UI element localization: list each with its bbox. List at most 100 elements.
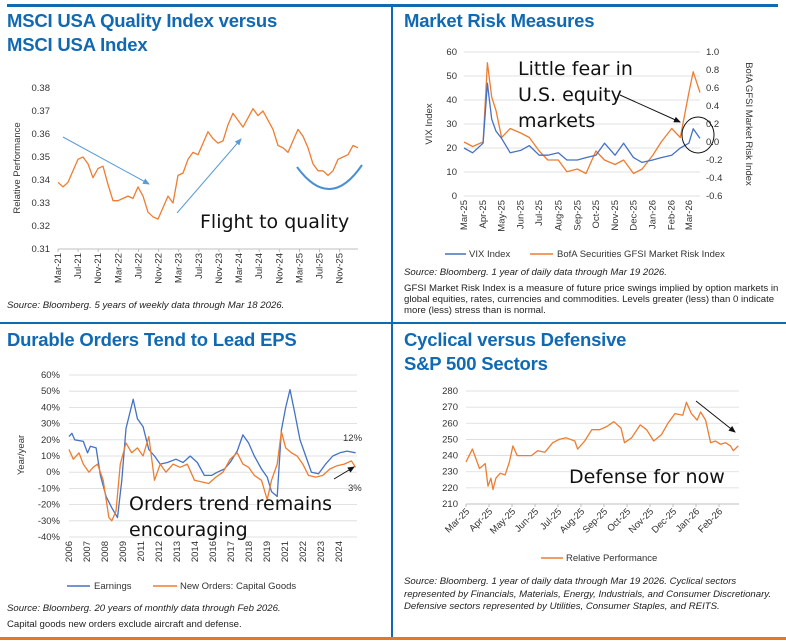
y-tick-label: 20% (41, 435, 61, 446)
y-tick-label: -30% (38, 516, 61, 527)
horizontal-divider (0, 322, 786, 324)
y2-tick-label: -0.2 (706, 155, 722, 166)
y-tick-label: 10 (446, 167, 457, 178)
y-tick-label: 0.36 (32, 129, 51, 140)
x-tick-label: Mar-22 (113, 253, 124, 283)
y-tick-label: 0.38 (32, 83, 51, 94)
x-tick-label: Mar-26 (684, 200, 695, 230)
y-tick-label: 270 (442, 402, 458, 413)
y-tick-label: 0.31 (32, 244, 51, 255)
x-tick-label: Jul-22 (133, 253, 144, 279)
x-tick-label: Mar-23 (174, 253, 185, 283)
little-fear-annotation: Little fear in (518, 58, 633, 80)
x-tick-label: Feb-26 (667, 200, 678, 230)
quality-relative-performance-line (57, 108, 359, 220)
title-line: MSCI USA Index (7, 34, 148, 55)
x-tick-label: Mar-25 (459, 200, 470, 230)
x-tick-label: Dec-25 (628, 200, 639, 231)
x-tick-label: Sep-25 (572, 200, 583, 231)
x-tick-label: Aug-25 (553, 200, 564, 231)
y-tick-label: 220 (442, 483, 458, 494)
x-tick-label: Jul-25 (534, 200, 545, 226)
earnings-line (68, 388, 356, 519)
y-tick-label: -20% (38, 500, 61, 511)
y-tick-label: 0.35 (32, 152, 51, 163)
risk-chart-title: Market Risk Measures (404, 10, 595, 31)
y-axis-title: VIX Index (424, 103, 435, 144)
x-tick-label: 2008 (100, 541, 111, 562)
y-axis-title: Year/year (16, 435, 27, 475)
x-tick-label: Jun-25 (513, 506, 541, 534)
durable-chart-title: Durable Orders Tend to Lead EPS (7, 329, 297, 350)
y-tick-label: 240 (442, 451, 458, 462)
title-line: MSCI USA Quality Index versus (7, 10, 278, 31)
y2-tick-label: 0.6 (706, 83, 719, 94)
x-tick-label: 2006 (64, 541, 75, 562)
x-tick-label: 2023 (316, 541, 327, 562)
legend-orders-label: New Orders: Capital Goods (180, 581, 296, 592)
y-tick-label: 260 (442, 418, 458, 429)
orders-end-label: 3% (348, 483, 362, 494)
annotation-arrow (619, 94, 681, 123)
rounded-bottom-curve (296, 164, 363, 190)
x-tick-label: 2007 (82, 541, 93, 562)
y-tick-label: 50% (41, 386, 61, 397)
x-tick-label: Nov-23 (214, 253, 225, 284)
title-line: S&P 500 Sectors (404, 353, 548, 374)
y-tick-label: 0 (452, 191, 457, 202)
cyclical-chart-title: Cyclical versus Defensive S&P 500 Sector… (404, 328, 626, 376)
y-tick-label: -10% (38, 483, 61, 494)
trend-arrow-down (62, 136, 150, 185)
durable-note: Capital goods new orders exclude aircraf… (7, 619, 242, 630)
legend-label: Relative Performance (566, 553, 657, 564)
y-tick-label: 60% (41, 370, 61, 381)
x-tick-label: Nov-25 (335, 253, 346, 284)
x-tick-label: Jul-25 (315, 253, 326, 279)
x-tick-label: Jun-25 (516, 200, 527, 229)
x-tick-label: Jan-26 (648, 200, 659, 229)
x-tick-label: 2024 (334, 541, 345, 562)
quality-source: Source: Bloomberg. 5 years of weekly dat… (7, 300, 284, 313)
y2-tick-label: 0.8 (706, 65, 719, 76)
x-tick-label: Jul-24 (254, 253, 265, 279)
x-tick-label: 2014 (190, 541, 201, 562)
x-tick-label: Nov-21 (93, 253, 104, 284)
little-fear-annotation: markets (518, 110, 595, 132)
x-tick-label: Jul-21 (73, 253, 84, 279)
orders-annotation: Orders trend remains (129, 493, 332, 515)
y-tick-label: 30 (446, 119, 457, 130)
risk-source: Source: Bloomberg. 1 year of daily data … (404, 267, 667, 280)
highlight-circle (681, 116, 715, 154)
x-tick-label: Mar-25 (443, 506, 472, 535)
x-tick-label: Mar-24 (234, 253, 245, 283)
y-tick-label: -40% (38, 532, 61, 543)
y-tick-label: 0% (46, 467, 60, 478)
earnings-end-label: 12% (343, 433, 363, 444)
durable-source: Source: Bloomberg. 20 years of monthly d… (7, 603, 281, 616)
x-tick-label: 2013 (172, 541, 183, 562)
cyclical-source: Source: Bloomberg. 1 year of daily data … (404, 576, 784, 614)
x-tick-label: 2016 (208, 541, 219, 562)
x-tick-label: Mar-21 (53, 253, 64, 283)
x-tick-label: 2012 (154, 541, 165, 562)
y-axis-title: Relative Performance (12, 122, 23, 213)
y2-tick-label: 0.2 (706, 119, 719, 130)
x-tick-label: 2009 (118, 541, 129, 562)
legend-earnings-label: Earnings (94, 581, 132, 592)
source-text: Source: Bloomberg. 5 years of weekly dat… (7, 300, 285, 311)
defense-annotation: Defense for now (569, 466, 725, 488)
top-rule (7, 4, 778, 7)
risk-note: GFSI Market Risk Index is a measure of f… (404, 283, 779, 316)
x-tick-label: Nov-24 (274, 253, 285, 284)
flight-to-quality-annotation: Flight to quality (200, 211, 349, 233)
source-text: Source: Bloomberg. 1 year of daily data … (404, 267, 667, 278)
quality-chart-title: MSCI USA Quality Index versus MSCI USA I… (7, 9, 277, 57)
annotation-arrow (333, 466, 355, 480)
orders-annotation: encouraging (129, 519, 248, 541)
legend-gfsi-label: BofA Securities GFSI Market Risk Index (557, 249, 725, 260)
y2-tick-label: 0.4 (706, 101, 719, 112)
y-tick-label: 0.33 (32, 198, 51, 209)
x-tick-label: 2021 (280, 541, 291, 562)
y-tick-label: 40% (41, 402, 61, 413)
new-orders-line (68, 431, 357, 522)
